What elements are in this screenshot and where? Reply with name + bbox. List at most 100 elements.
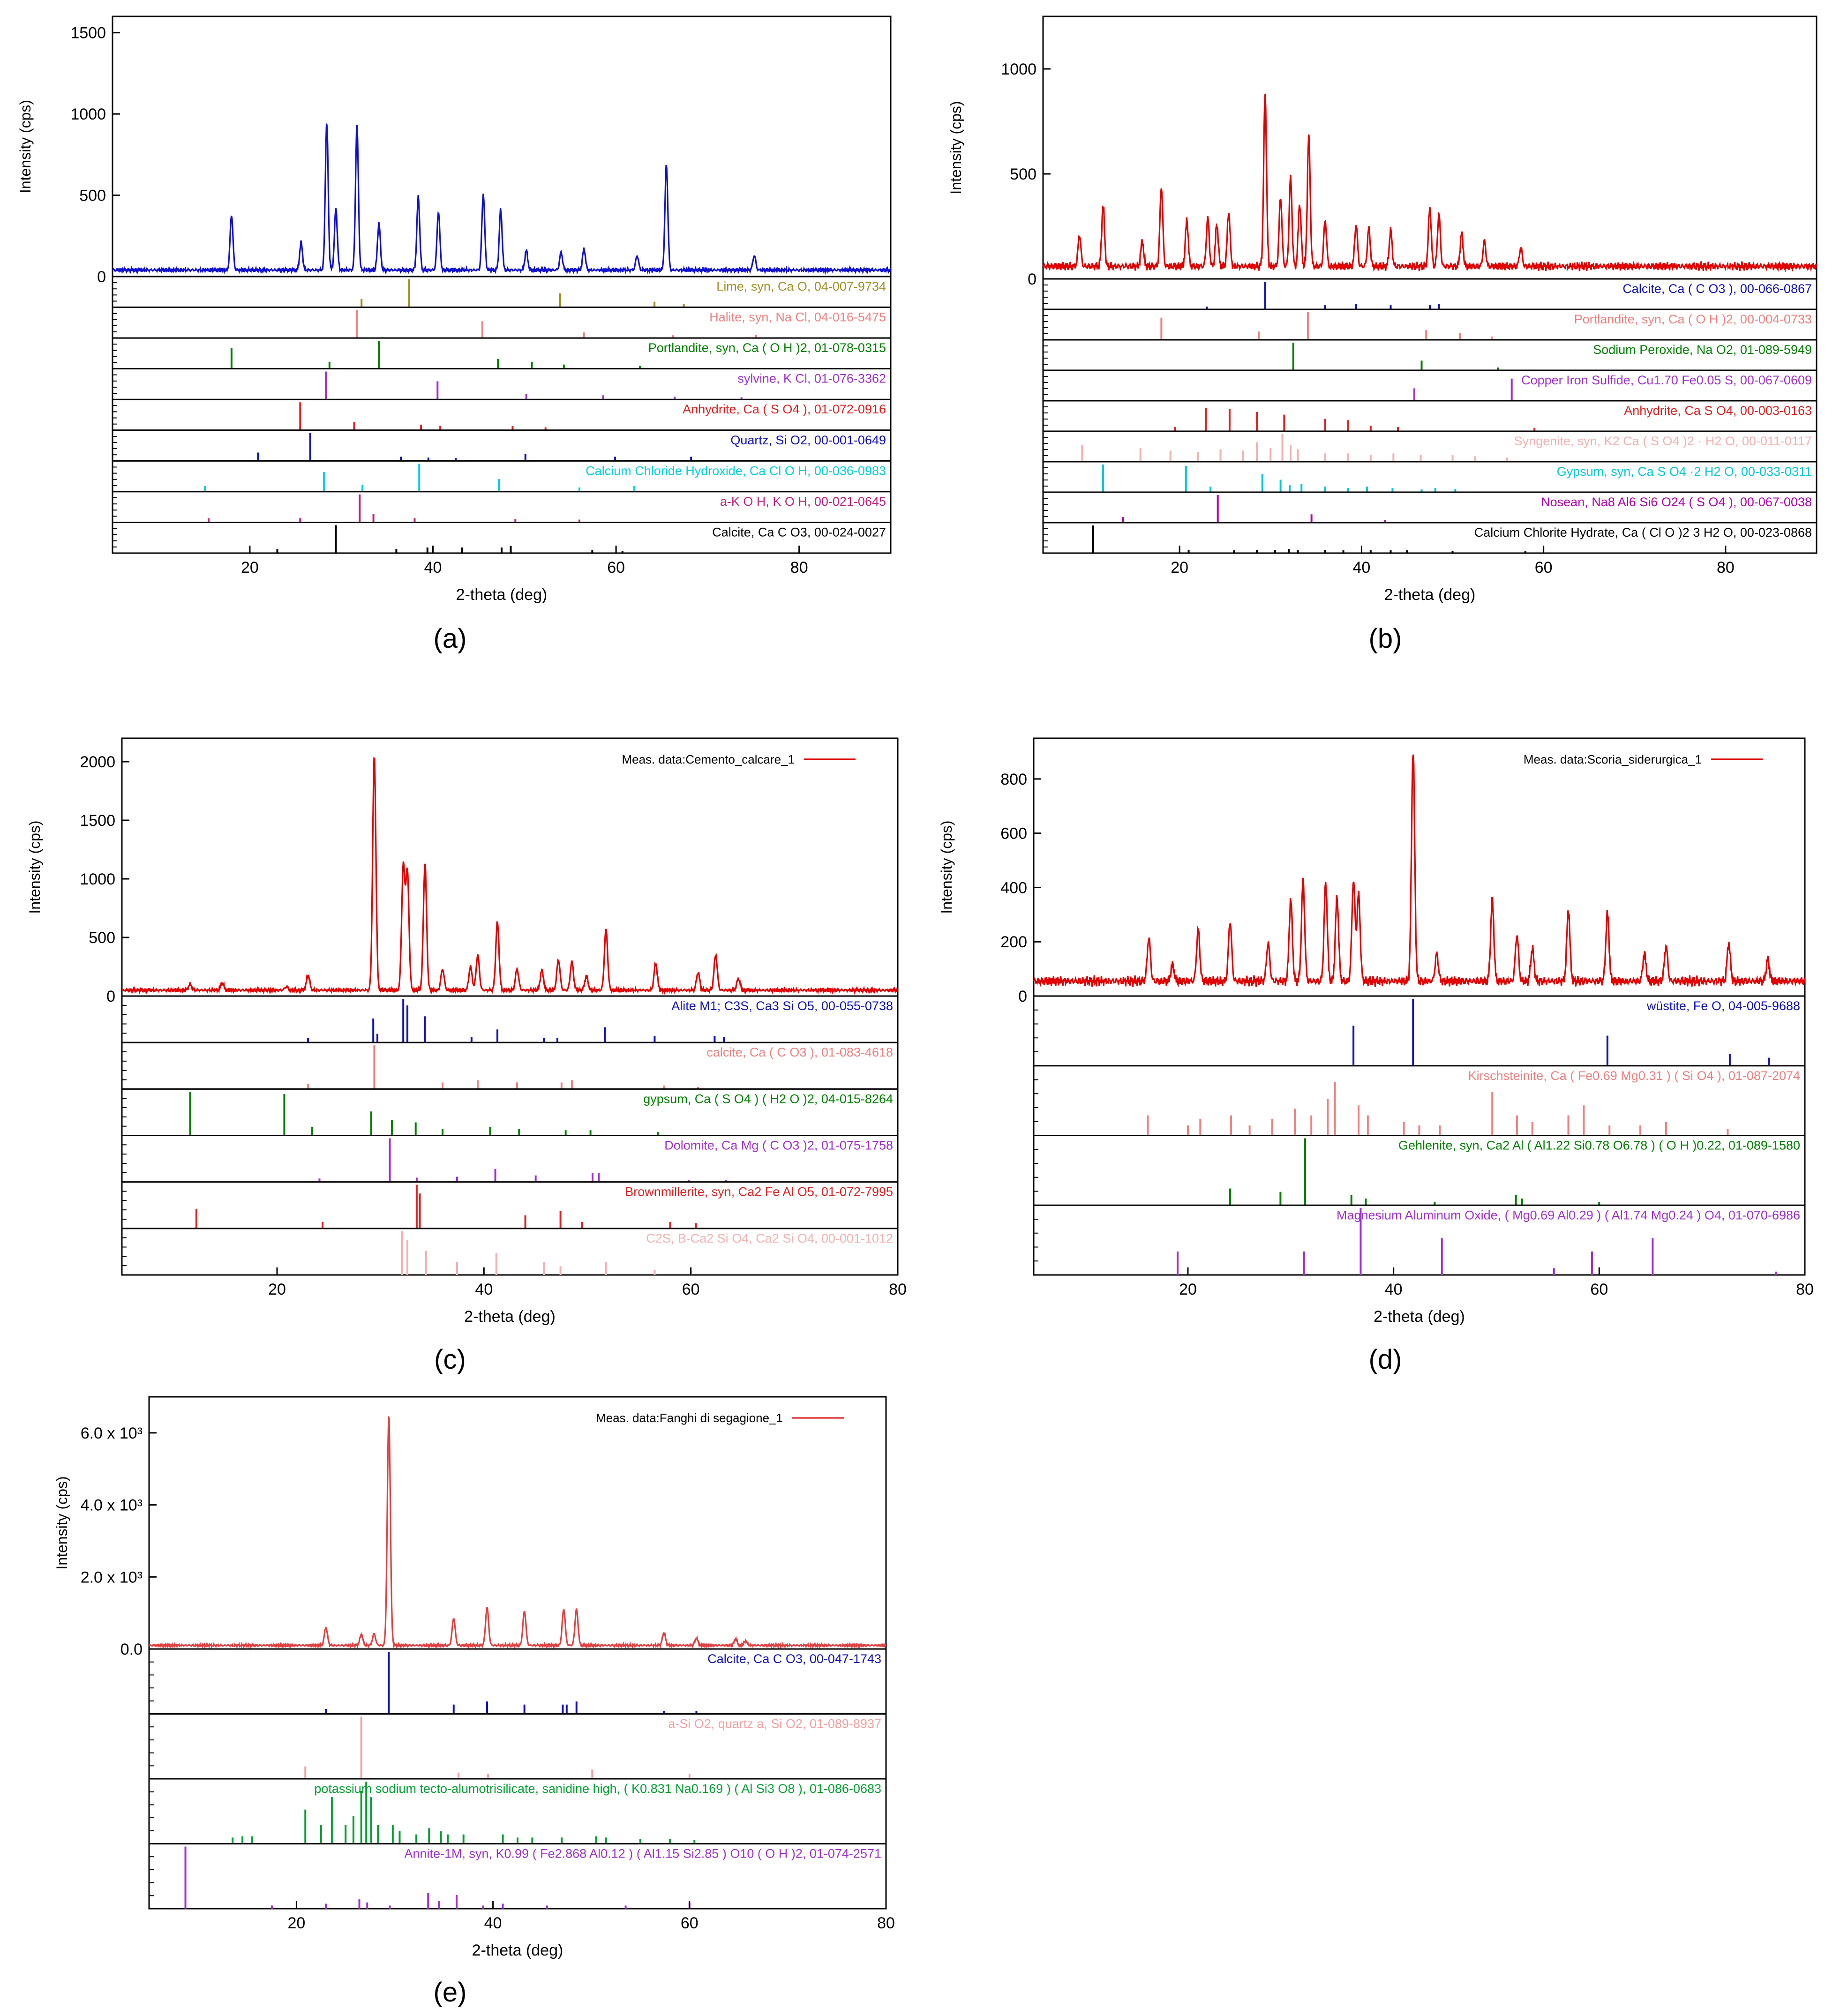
phase-label: Quartz, Si O2, 00-001-0649 — [730, 433, 886, 447]
y-tick-label: 0.0 — [120, 1641, 143, 1658]
legend-label: Meas. data:Scoria_siderurgica_1 — [1524, 752, 1702, 766]
phase-label: potassium sodium tecto-alumotrisilicate,… — [314, 1782, 881, 1796]
y-tick-label: 500 — [89, 929, 115, 947]
y-tick-label: 800 — [1000, 771, 1027, 788]
plot-frame — [1033, 737, 1806, 1276]
x-tick-label: 80 — [877, 1914, 895, 1932]
y-tick-label: 2.0 x 10³ — [81, 1568, 143, 1586]
phase-label: Magnesium Aluminum Oxide, ( Mg0.69 Al0.2… — [1337, 1208, 1800, 1222]
y-tick-label: 0 — [106, 988, 115, 1005]
x-tick-label: 20 — [287, 1914, 305, 1932]
y-tick-label: 6.0 x 10³ — [81, 1424, 143, 1442]
phase-label: Alite M1; C3S, Ca3 Si O5, 00-055-0738 — [671, 999, 893, 1013]
y-axis-label: Intensity (cps) — [53, 1476, 70, 1569]
data-series-line — [112, 123, 891, 275]
y-tick-label: 1000 — [70, 105, 106, 123]
y-axis-label: Intensity (cps) — [947, 101, 964, 194]
x-tick-label: 40 — [484, 1914, 502, 1932]
phase-label: Dolomite, Ca Mg ( C O3 )2, 01-075-1758 — [664, 1139, 893, 1153]
phase-label: Gypsum, syn, Ca S O4 ·2 H2 O, 00-033-031… — [1557, 465, 1812, 479]
phase-label: Kirschsteinite, Ca ( Fe0.69 Mg0.31 ) ( S… — [1468, 1069, 1800, 1083]
x-tick-label: 60 — [682, 1281, 700, 1298]
y-tick-label: 0 — [97, 268, 106, 286]
x-tick-label: 60 — [607, 559, 625, 577]
phase-label: Anhydrite, Ca ( S O4 ), 01-072-0916 — [683, 402, 886, 416]
phase-label: Lime, syn, Ca O, 04-007-9734 — [716, 279, 886, 293]
data-series-line — [1042, 94, 1817, 273]
panel-caption: (d) — [1369, 1344, 1402, 1375]
data-series-line — [121, 757, 898, 995]
plot-frame — [148, 1396, 887, 1910]
phase-label: wüstite, Fe O, 04-005-9688 — [1646, 999, 1800, 1013]
y-tick-label: 1000 — [1001, 60, 1036, 78]
x-tick-label: 20 — [1179, 1281, 1197, 1298]
chart-panel-d: 0 200 400 600 800 Intensity (cps) wüstite, Fe … — [938, 737, 1814, 1375]
chart-panel-c: 0 500 1000 1500 2000 Intensity (cps) Alite M1;… — [26, 737, 907, 1375]
x-axis-label: 2-theta (deg) — [464, 1308, 556, 1326]
phase-label: Portlandite, syn, Ca ( O H )2, 01-078-03… — [648, 341, 886, 355]
phase-label: Calcium Chloride Hydroxide, Ca Cl O H, 0… — [586, 464, 886, 478]
x-tick-label: 20 — [268, 1281, 286, 1298]
legend-label: Meas. data:Fanghi di segagione_1 — [596, 1411, 783, 1425]
x-tick-label: 40 — [475, 1281, 493, 1298]
y-tick-label: 0 — [1028, 270, 1036, 288]
phase-label: Portlandite, syn, Ca ( O H )2, 00-004-07… — [1574, 312, 1812, 326]
x-tick-label: 40 — [1385, 1281, 1403, 1298]
panel-caption: (a) — [434, 623, 467, 654]
phase-label: a-Si O2, quartz a, Si O2, 01-089-8937 — [668, 1717, 881, 1731]
phase-label: Gehlenite, syn, Ca2 Al ( Al1.22 Si0.78 O… — [1398, 1139, 1800, 1153]
x-tick-label: 60 — [1535, 559, 1553, 577]
y-tick-label: 200 — [1000, 933, 1027, 951]
phase-label: Anhydrite, Ca S O4, 00-003-0163 — [1624, 404, 1812, 418]
x-tick-label: 60 — [681, 1914, 698, 1932]
phase-label: Calcite, Ca ( C O3 ), 00-066-0867 — [1622, 282, 1812, 296]
y-axis-label: Intensity (cps) — [938, 820, 955, 914]
x-tick-label: 60 — [1590, 1281, 1608, 1298]
chart-panel-e: 0.0 2.0 x 10³ 4.0 x 10³ 6.0 x 10³ Intensity … — [53, 1396, 895, 2008]
x-tick-label: 80 — [1796, 1281, 1814, 1298]
x-tick-label: 80 — [889, 1281, 907, 1298]
legend-label: Meas. data:Cemento_calcare_1 — [622, 752, 795, 766]
y-tick-label: 500 — [1010, 165, 1036, 183]
x-axis-label: 2-theta (deg) — [1384, 586, 1476, 604]
y-tick-label: 1500 — [80, 812, 115, 830]
phase-label: Calcium Chlorite Hydrate, Ca ( Cl O )2 3… — [1474, 525, 1812, 540]
y-tick-label: 4.0 x 10³ — [81, 1497, 143, 1514]
phase-label: Copper Iron Sulfide, Cu1.70 Fe0.05 S, 00… — [1521, 373, 1812, 387]
y-tick-label: 2000 — [80, 753, 115, 771]
x-axis-label: 2-theta (deg) — [472, 1941, 563, 1959]
x-tick-label: 80 — [790, 559, 808, 577]
y-axis-label: Intensity (cps) — [17, 100, 34, 193]
phase-label: Calcite, Ca C O3, 00-024-0027 — [712, 525, 886, 539]
phase-label: Calcite, Ca C O3, 00-047-1743 — [707, 1652, 881, 1666]
x-tick-label: 80 — [1717, 559, 1735, 577]
phase-label: Syngenite, syn, K2 Ca ( S O4 )2 · H2 O, … — [1514, 434, 1812, 448]
y-tick-label: 400 — [1000, 879, 1027, 897]
phase-label: sylvine, K Cl, 01-076-3362 — [737, 372, 886, 386]
data-series-line — [149, 1415, 886, 1650]
x-axis-label: 2-theta (deg) — [1374, 1308, 1465, 1326]
panel-caption: (e) — [434, 1977, 467, 2008]
x-tick-label: 40 — [1352, 559, 1370, 577]
phase-label: C2S, B-Ca2 Si O4, Ca2 Si O4, 00-001-1012 — [646, 1231, 893, 1245]
x-tick-label: 40 — [424, 559, 442, 577]
phase-label: Nosean, Na8 Al6 Si6 O24 ( S O4 ), 00-067… — [1541, 495, 1812, 509]
phase-label: gypsum, Ca ( S O4 ) ( H2 O )2, 04-015-82… — [643, 1092, 893, 1106]
plot-frame — [121, 737, 899, 1276]
x-tick-label: 20 — [1171, 559, 1188, 577]
phase-label: Halite, syn, Na Cl, 04-016-5475 — [709, 310, 886, 324]
phase-label: Annite-1M, syn, K0.99 ( Fe2.868 Al0.12 )… — [404, 1847, 881, 1861]
phase-label: a-K O H, K O H, 00-021-0645 — [720, 495, 886, 509]
phase-label: Brownmillerite, syn, Ca2 Fe Al O5, 01-07… — [625, 1185, 893, 1199]
y-tick-label: 500 — [79, 187, 106, 205]
y-tick-label: 600 — [1000, 825, 1027, 843]
y-axis-label: Intensity (cps) — [26, 820, 43, 914]
y-tick-label: 1500 — [70, 24, 106, 42]
phase-label: calcite, Ca ( C O3 ), 01-083-4618 — [706, 1045, 893, 1059]
chart-panel-b: 0 500 1000 Intensity (cps) Calcite, Ca ( C O… — [947, 15, 1817, 654]
y-tick-label: 0 — [1018, 988, 1027, 1005]
phase-label: Sodium Peroxide, Na O2, 01-089-5949 — [1593, 343, 1812, 357]
x-axis-label: 2-theta (deg) — [456, 586, 548, 604]
panel-caption: (c) — [434, 1344, 466, 1375]
